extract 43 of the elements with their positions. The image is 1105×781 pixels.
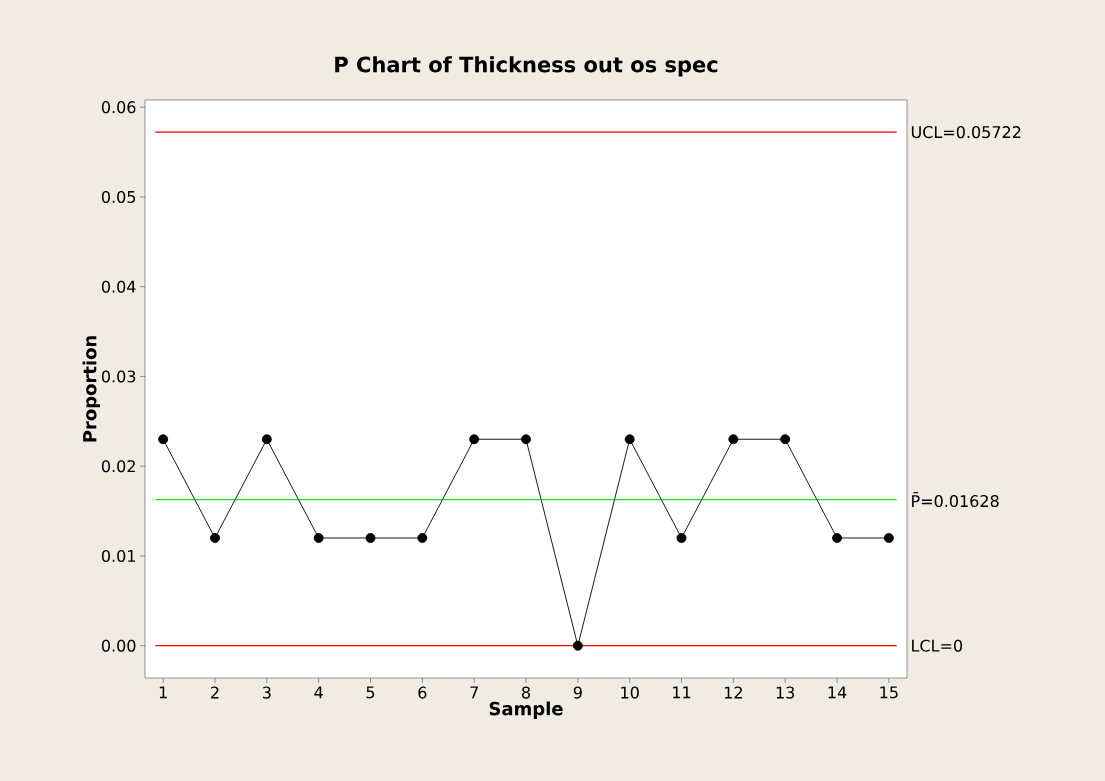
point: [832, 533, 842, 543]
y-tick-label: 0.01: [101, 549, 135, 562]
y-axis-title: Proportion: [82, 336, 101, 442]
x-tick-label: 6: [418, 686, 427, 699]
y-tick-label: 0.06: [101, 101, 136, 114]
x-tick-label: 13: [776, 686, 795, 699]
point: [780, 434, 791, 445]
x-tick-label: 9: [573, 686, 582, 699]
x-axis-title: Sample: [489, 701, 563, 719]
x-tick-label: 5: [366, 686, 375, 699]
point: [365, 533, 376, 543]
y-tick-label: 0.00: [101, 639, 136, 652]
x-tick-label: 12: [724, 686, 742, 699]
chart-title: P Chart of Thickness out os spec: [335, 56, 718, 77]
point: [210, 533, 220, 543]
x-tick-label: 11: [673, 686, 691, 699]
point: [728, 434, 739, 445]
y-tick-label: 0.02: [101, 460, 135, 473]
x-tick-label: 4: [314, 686, 323, 699]
x-tick-label: 3: [262, 686, 271, 699]
x-tick-label: 7: [470, 686, 478, 699]
ref-line-label: UCL=0.05722: [911, 126, 1021, 139]
point: [313, 533, 324, 543]
ref-line-label: LCL=0: [912, 639, 963, 652]
y-tick-label: 0.04: [101, 280, 136, 293]
x-tick-label: 1: [159, 686, 167, 699]
x-tick-label: 2: [211, 686, 219, 699]
point: [469, 434, 480, 445]
point: [624, 434, 635, 445]
x-tick-label: 14: [828, 686, 847, 699]
x-tick-label: 15: [880, 686, 898, 699]
point: [417, 533, 428, 543]
point: [521, 434, 531, 445]
y-tick-label: 0.05: [101, 190, 136, 203]
ref-line-label: P̄=0.01628: [912, 492, 999, 508]
x-tick-label: 8: [522, 686, 531, 699]
point: [676, 533, 687, 543]
x-tick-label: 10: [621, 686, 639, 699]
y-tick-label: 0.03: [101, 370, 136, 383]
point: [158, 434, 169, 445]
point: [883, 533, 894, 543]
point: [261, 434, 272, 445]
point: [572, 640, 583, 651]
